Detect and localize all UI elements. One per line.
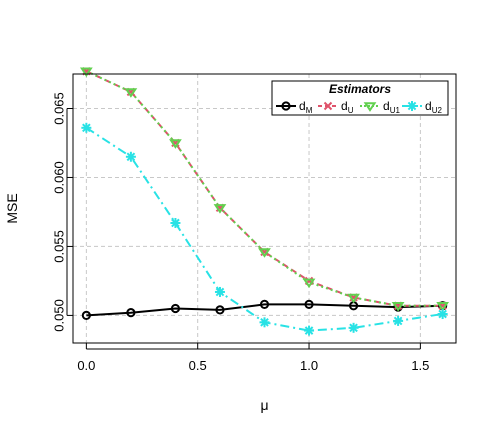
- x-tick-label: 1.0: [300, 358, 318, 373]
- point-dU2: [304, 325, 315, 336]
- legend-marker-dU1: [363, 102, 377, 112]
- legend-label-dU2: dU2: [425, 99, 442, 115]
- legend-label-dU: dU: [341, 99, 354, 115]
- point-dU2: [259, 317, 270, 328]
- point-dU2: [170, 217, 181, 228]
- legend-entry-dU2: dU2: [402, 99, 442, 115]
- y-tick-label: 0.060: [52, 161, 67, 194]
- legend-entries: dM dU dU1 dU2: [276, 99, 442, 115]
- point-dU1: [302, 278, 316, 289]
- marker-layer: [79, 67, 450, 336]
- point-dU1: [436, 302, 450, 312]
- point-dU1: [258, 248, 271, 258]
- point-dM: [126, 308, 136, 318]
- x-tick-label: 0.5: [189, 358, 207, 373]
- point-dU1: [391, 302, 405, 312]
- point-dU1: [169, 139, 182, 149]
- grid-lines: [73, 74, 456, 343]
- point-dU1: [347, 293, 360, 304]
- series-line-dU1: [85, 70, 443, 307]
- axis-layer: 0.0 0.5 1.0 1.5 0.050 0.055 0.060 0.065: [52, 92, 430, 373]
- x-axis-title: μ: [260, 397, 268, 413]
- point-dU2: [81, 122, 92, 133]
- point-dM: [259, 299, 270, 309]
- point-dU1: [124, 88, 138, 98]
- legend-marker-dU: [323, 101, 333, 111]
- y-tick-label: 0.055: [52, 230, 67, 263]
- point-dM: [304, 299, 314, 309]
- legend-marker-dM: [281, 101, 291, 111]
- y-tick-label: 0.050: [52, 299, 67, 332]
- legend: Estimators dM dU dU1 dU2: [271, 80, 449, 116]
- legend-label-dM: dM: [299, 99, 313, 115]
- legend-marker-dU2: [407, 101, 417, 111]
- legend-box: [271, 80, 449, 116]
- point-dM: [215, 305, 225, 315]
- legend-title: Estimators: [329, 82, 391, 96]
- series-line-dM: [86, 303, 443, 317]
- legend-entry-dU1: dU1: [360, 99, 400, 115]
- x-tick-label: 1.5: [411, 358, 429, 373]
- point-dU2: [214, 286, 225, 297]
- y-axis-title: MSE: [4, 193, 20, 223]
- point-dU2: [437, 309, 448, 320]
- point-dU2: [348, 322, 359, 333]
- point-dM: [170, 303, 181, 314]
- plot-frame: [72, 73, 457, 344]
- point-dU2: [125, 151, 136, 162]
- legend-entry-dU: dU: [318, 99, 354, 115]
- point-dU1: [213, 204, 227, 214]
- point-dM: [81, 310, 91, 321]
- point-dU1: [79, 67, 93, 78]
- legend-label-dU1: dU1: [383, 99, 400, 115]
- point-dU2: [393, 315, 404, 326]
- y-tick-label: 0.065: [52, 92, 67, 125]
- x-tick-label: 0.0: [77, 358, 95, 373]
- legend-entry-dM: dM: [276, 99, 313, 115]
